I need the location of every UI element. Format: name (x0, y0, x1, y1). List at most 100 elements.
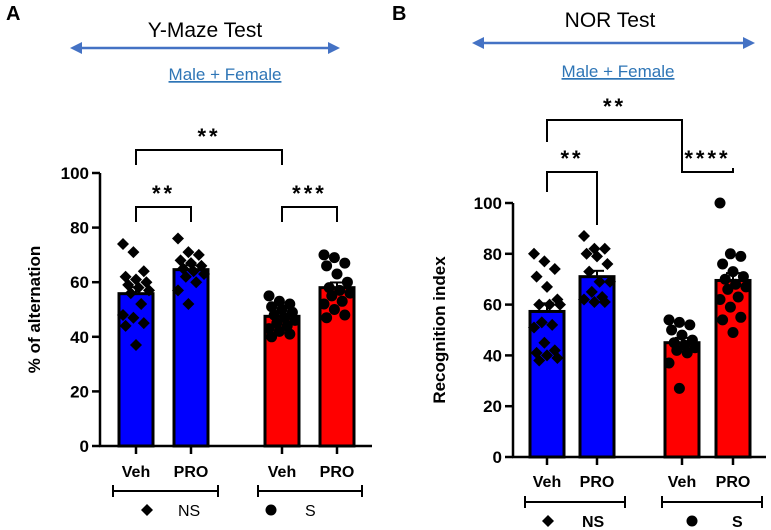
data-point-circle (666, 324, 678, 336)
y-tick-label: 40 (70, 328, 89, 347)
data-point-circle (273, 325, 285, 337)
x-tick-label: PRO (320, 464, 355, 481)
data-point-circle (289, 314, 301, 326)
circle-marker-icon (686, 515, 698, 527)
data-point-circle (334, 284, 346, 296)
significance-bracket (681, 157, 734, 173)
y-tick-label: 0 (80, 437, 89, 456)
data-point-circle (339, 309, 351, 321)
data-point-diamond (198, 268, 210, 281)
data-point-diamond (530, 270, 543, 283)
x-tick-label: Veh (668, 474, 696, 491)
y-axis-label: % of alternation (25, 246, 44, 374)
data-point-circle (722, 283, 734, 295)
data-point-diamond (548, 263, 561, 276)
x-tick-label: Veh (268, 464, 296, 481)
data-point-circle (671, 344, 683, 356)
data-point-diamond (578, 230, 590, 243)
chart-title: NOR Test (565, 9, 656, 32)
arrow-right-icon (328, 42, 340, 54)
circle-marker-icon (265, 504, 277, 516)
data-point-diamond (533, 298, 546, 311)
data-point-circle (266, 331, 278, 343)
data-point-circle (727, 266, 739, 278)
data-point-circle (284, 328, 296, 340)
bar (172, 268, 210, 448)
significance-stars: *** (292, 181, 327, 206)
significance-bracket (135, 149, 283, 165)
data-point-diamond (598, 296, 611, 309)
data-point-diamond (137, 265, 150, 278)
significance-stars: ** (152, 181, 175, 206)
x-tick-label: PRO (716, 474, 751, 491)
significance-stars: **** (684, 146, 730, 171)
data-point-circle (328, 304, 340, 315)
chart-subtitle: Male + Female (562, 62, 675, 81)
data-point-diamond (543, 298, 556, 311)
data-point-circle (717, 258, 729, 270)
data-point-circle (663, 357, 675, 369)
bar (578, 275, 616, 459)
arrow-left-icon (472, 37, 484, 49)
data-point-diamond (541, 280, 553, 293)
group-bracket (257, 485, 363, 497)
data-point-diamond (528, 247, 540, 260)
y-axis-label: Recognition index (430, 256, 449, 404)
data-point-circle (684, 319, 696, 331)
data-point-diamond (528, 321, 540, 334)
data-point-circle (676, 329, 688, 341)
data-point-circle (341, 276, 353, 288)
data-point-circle (724, 301, 736, 313)
panel-label: B (392, 3, 406, 25)
group-bracket (112, 485, 219, 497)
data-point-circle (689, 342, 701, 354)
data-point-circle (318, 249, 330, 261)
data-point-circle (339, 257, 351, 269)
data-point-diamond (130, 338, 142, 351)
y-tick-label: 20 (70, 382, 89, 401)
group-label: S (732, 514, 743, 530)
data-point-circle (714, 294, 726, 306)
data-point-diamond (117, 237, 129, 250)
data-point-diamond (127, 246, 140, 259)
data-point-diamond (182, 298, 195, 311)
data-point-circle (740, 281, 752, 293)
data-point-diamond (591, 250, 603, 263)
x-tick-label: Veh (533, 474, 561, 491)
data-point-diamond (182, 246, 195, 259)
data-point-circle (735, 250, 747, 262)
data-point-circle (717, 314, 729, 326)
data-point-diamond (538, 336, 551, 349)
data-point-circle (737, 271, 749, 283)
data-point-circle (663, 314, 675, 326)
data-point-circle (328, 252, 340, 264)
data-point-diamond (588, 296, 601, 309)
data-point-diamond (137, 317, 150, 330)
data-point-circle (318, 298, 330, 310)
chart-title: Y-Maze Test (148, 19, 263, 42)
group-label: S (305, 503, 316, 520)
data-point-diamond (179, 270, 192, 283)
data-point-diamond (601, 257, 614, 270)
y-tick-label: 0 (493, 448, 502, 467)
data-point-diamond (143, 284, 155, 297)
y-tick-label: 60 (70, 273, 89, 292)
y-tick-label: 80 (483, 245, 502, 264)
data-point-diamond (583, 265, 596, 278)
data-point-diamond (135, 298, 148, 311)
data-point-diamond (593, 275, 606, 288)
data-point-diamond (585, 285, 598, 298)
chart-subtitle: Male + Female (169, 65, 282, 84)
data-point-diamond (127, 311, 140, 324)
x-tick-label: Veh (122, 464, 150, 481)
data-point-circle (344, 287, 356, 299)
data-point-circle (321, 312, 333, 324)
y-tick-label: 100 (61, 164, 89, 183)
data-point-diamond (578, 293, 590, 306)
significance-stars: ** (603, 94, 626, 119)
data-point-circle (735, 311, 747, 323)
group-label: NS (178, 503, 200, 520)
data-point-diamond (192, 248, 205, 261)
significance-bracket (281, 206, 338, 222)
data-point-circle (732, 291, 744, 303)
